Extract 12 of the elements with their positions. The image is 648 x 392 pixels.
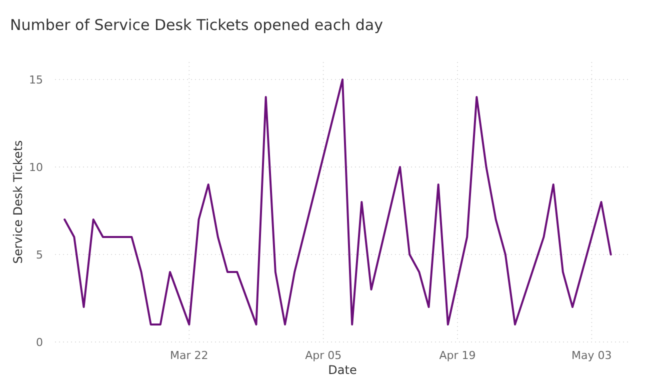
y-tick-label: 15 — [29, 73, 43, 86]
y-tick-label: 5 — [36, 248, 43, 262]
line-series — [64, 78, 612, 326]
chart-title: Number of Service Desk Tickets opened each day — [10, 16, 384, 34]
y-tick-label: 10 — [29, 160, 43, 174]
y-tick-label: 0 — [36, 336, 43, 349]
x-tick-label: Apr 05 — [305, 349, 342, 362]
x-axis-title: Date — [328, 363, 357, 377]
x-tick-label: Apr 19 — [439, 349, 476, 362]
y-axis-title: Service Desk Tickets — [11, 140, 25, 264]
x-tick-label: May 03 — [572, 349, 612, 362]
x-tick-label: Mar 22 — [170, 349, 208, 362]
